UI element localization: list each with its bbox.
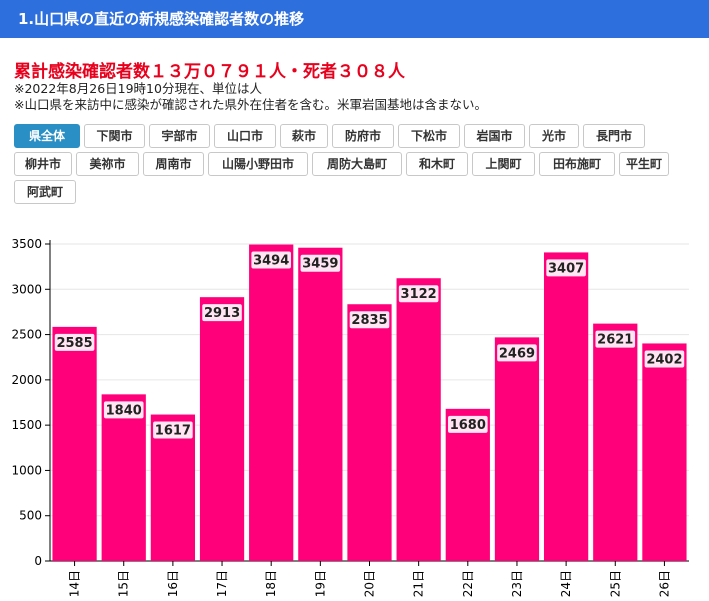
y-tick-label: 3500: [11, 237, 42, 251]
data-label: 2469: [499, 346, 535, 361]
y-tick-label: 3000: [11, 282, 42, 296]
x-tick-label: 23日: [510, 570, 524, 597]
y-tick-label: 2000: [11, 373, 42, 387]
data-label: 2621: [597, 333, 633, 348]
data-label-bg: [202, 304, 242, 322]
y-tick-label: 2500: [11, 328, 42, 342]
filter-button[interactable]: 宇部市: [149, 124, 210, 148]
data-label: 3407: [548, 261, 584, 276]
data-label: 3459: [302, 257, 338, 272]
filter-button[interactable]: 田布施町: [539, 152, 615, 176]
filter-button[interactable]: 岩国市: [464, 124, 525, 148]
filter-button[interactable]: 和木町: [406, 152, 468, 176]
x-tick-label: 19日: [313, 570, 327, 597]
data-label: 2585: [56, 336, 92, 351]
filter-button[interactable]: 防府市: [332, 124, 394, 148]
bar: [101, 394, 146, 561]
bar: [445, 408, 490, 561]
bar: [52, 326, 97, 561]
filter-button[interactable]: 周南市: [143, 152, 204, 176]
data-label: 2835: [351, 313, 387, 328]
filter-button[interactable]: 下関市: [84, 124, 145, 148]
data-label-bg: [300, 254, 341, 272]
scope-note: ※山口県を来訪中に感染が確認された県外在住者を含む。米軍岩国基地は含まない。: [14, 97, 487, 112]
data-label-bg: [595, 330, 636, 348]
data-label-bg: [153, 421, 193, 439]
x-tick-label: 15日: [117, 570, 131, 597]
filter-button[interactable]: 周防大島町: [312, 152, 402, 176]
cumulative-summary: 累計感染確認者数１３万０７９１人・死者３０８人: [14, 62, 405, 82]
bar: [642, 343, 687, 561]
data-label-bg: [349, 311, 390, 329]
filter-button[interactable]: 県全体: [14, 124, 80, 148]
bar: [298, 247, 343, 561]
data-label: 2913: [204, 306, 240, 321]
x-tick-label: 14日: [68, 570, 82, 597]
x-tick-label: 16日: [166, 570, 180, 597]
data-label: 2402: [646, 352, 682, 367]
bar: [249, 244, 294, 561]
data-label-bg: [54, 333, 95, 351]
bar: [494, 337, 540, 561]
x-tick-label: 24日: [559, 570, 573, 597]
data-label: 3494: [253, 254, 289, 269]
bar: [150, 414, 196, 561]
filter-button[interactable]: 美祢市: [76, 152, 139, 176]
x-tick-label: 26日: [657, 570, 671, 597]
bar: [199, 297, 245, 561]
filter-button[interactable]: 平生町: [619, 152, 669, 176]
y-tick-label: 1000: [11, 463, 42, 477]
data-label-bg: [103, 401, 144, 419]
data-label: 1680: [450, 418, 486, 433]
filter-button[interactable]: 山口市: [214, 124, 276, 148]
filter-button[interactable]: 上関町: [472, 152, 535, 176]
data-label: 1617: [155, 424, 191, 439]
x-tick-label: 25日: [608, 570, 622, 597]
data-label: 3122: [401, 287, 437, 302]
bar: [593, 323, 638, 561]
bar: [543, 252, 589, 561]
filter-button[interactable]: 長門市: [583, 124, 645, 148]
bar: [396, 278, 441, 561]
x-tick-label: 21日: [412, 570, 426, 597]
x-tick-label: 18日: [264, 570, 278, 597]
bar: [347, 304, 392, 561]
data-label-bg: [497, 344, 537, 362]
filter-button[interactable]: 光市: [529, 124, 579, 148]
x-tick-label: 22日: [461, 570, 475, 597]
section-title: 1.山口県の直近の新規感染確認者数の推移: [18, 10, 305, 28]
data-label-bg: [398, 285, 439, 303]
filter-button[interactable]: 萩市: [280, 124, 328, 148]
section-header: 1.山口県の直近の新規感染確認者数の推移: [0, 0, 709, 38]
x-tick-label: 20日: [363, 570, 377, 597]
daily-cases-bar-chart: 0 500 1000 1500 2000 2500 3000 3500 2585 14日 1840 1…: [11, 237, 689, 597]
data-label-bg: [644, 350, 685, 368]
filter-button[interactable]: 柳井市: [14, 152, 72, 176]
x-tick-label: 17日: [215, 570, 229, 597]
y-tick-label: 1500: [11, 418, 42, 432]
data-label-bg: [546, 259, 586, 277]
data-label: 1840: [106, 403, 142, 418]
y-tick-label: 500: [19, 509, 42, 523]
filter-button[interactable]: 山陽小野田市: [208, 152, 308, 176]
data-label-bg: [448, 415, 488, 433]
update-note: ※2022年8月26日19時10分現在、単位は人: [14, 81, 262, 96]
y-tick-label: 0: [34, 554, 42, 568]
filter-button[interactable]: 下松市: [398, 124, 460, 148]
filter-button[interactable]: 阿武町: [14, 180, 76, 204]
data-label-bg: [251, 251, 291, 269]
